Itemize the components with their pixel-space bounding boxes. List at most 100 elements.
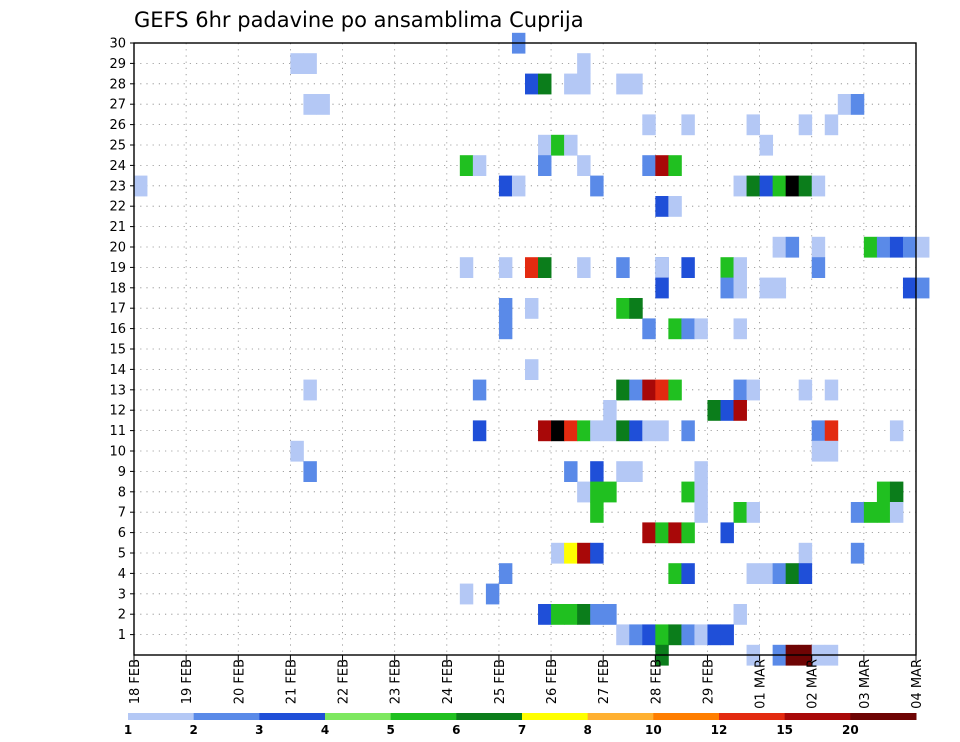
heatmap-cell xyxy=(290,440,304,462)
colorbar-swatch xyxy=(653,713,720,720)
heatmap-cell xyxy=(629,461,643,482)
heatmap-cell xyxy=(916,277,930,299)
heatmap-cell xyxy=(863,236,878,258)
heatmap-cell xyxy=(590,420,604,442)
colorbar-swatch xyxy=(522,713,589,720)
heatmap-cell xyxy=(655,522,669,544)
heatmap-cell xyxy=(720,257,734,278)
heatmap-cell xyxy=(538,604,552,625)
x-tick-label: 20 FEB xyxy=(232,659,247,704)
y-tick-label: 15 xyxy=(109,343,126,358)
heatmap-cell xyxy=(824,420,839,442)
heatmap-cell xyxy=(681,481,695,503)
y-tick-label: 10 xyxy=(109,445,126,460)
heatmap-cell xyxy=(577,73,591,95)
heatmap-cell xyxy=(916,236,930,258)
heatmap-cell xyxy=(642,522,656,544)
y-tick-label: 17 xyxy=(109,302,126,317)
y-tick-label: 16 xyxy=(109,322,126,337)
heatmap-cell xyxy=(577,155,591,176)
heatmap-cell xyxy=(811,236,826,258)
heatmap-cell xyxy=(629,420,643,442)
heatmap-cell xyxy=(733,318,747,340)
colorbar-swatch xyxy=(456,713,523,720)
heatmap-cell xyxy=(134,175,148,197)
heatmap-cell xyxy=(498,298,513,319)
heatmap-cell xyxy=(525,298,539,319)
y-tick-label: 12 xyxy=(109,404,126,419)
heatmap-cells xyxy=(134,32,930,666)
heatmap-cell xyxy=(642,420,656,442)
heatmap-cell xyxy=(707,624,721,646)
y-tick-label: 3 xyxy=(118,587,126,602)
heatmap-cell xyxy=(694,318,708,340)
heatmap-cell xyxy=(902,277,917,299)
y-tick-label: 8 xyxy=(118,485,126,500)
heatmap-cell xyxy=(733,257,747,278)
colorbar-label: 1 xyxy=(124,723,132,737)
heatmap-cell xyxy=(577,257,591,278)
colorbar-label: 8 xyxy=(583,723,591,737)
heatmap-cell xyxy=(616,73,630,95)
heatmap-cell xyxy=(498,563,513,584)
heatmap-cell xyxy=(616,420,630,442)
heatmap-cell xyxy=(603,604,617,625)
heatmap-cell xyxy=(538,73,552,95)
colorbar-label: 12 xyxy=(711,723,728,737)
colorbar-label: 5 xyxy=(386,723,394,737)
heatmap-cell xyxy=(642,318,656,340)
heatmap-cell xyxy=(590,481,604,503)
heatmap-cell xyxy=(798,563,813,584)
heatmap-cell xyxy=(772,175,787,197)
x-tick-label: 26 FEB xyxy=(545,659,560,704)
heatmap-cell xyxy=(811,257,826,278)
heatmap-cell xyxy=(538,420,552,442)
y-tick-label: 1 xyxy=(118,628,126,643)
heatmap-cell xyxy=(681,318,695,340)
heatmap-cell xyxy=(642,624,656,646)
heatmap-cell xyxy=(590,502,604,523)
heatmap-cell xyxy=(551,420,565,442)
heatmap-cell xyxy=(564,604,578,625)
heatmap-cell xyxy=(733,277,747,299)
heatmap-cell xyxy=(459,155,474,176)
heatmap-cell xyxy=(603,420,617,442)
heatmap-cell xyxy=(733,400,747,421)
heatmap-cell xyxy=(655,624,669,646)
colorbar-swatch xyxy=(719,713,786,720)
colorbar-label: 6 xyxy=(452,723,460,737)
heatmap-cell xyxy=(525,359,539,380)
heatmap-cell xyxy=(681,522,695,544)
heatmap-cell xyxy=(746,175,760,197)
heatmap-cell xyxy=(798,175,813,197)
heatmap-cell xyxy=(616,624,630,646)
heatmap-cell xyxy=(850,542,865,564)
x-tick-label: 25 FEB xyxy=(493,659,508,704)
colorbar-label: 2 xyxy=(189,723,197,737)
x-tick-label: 18 FEB xyxy=(128,659,143,704)
heatmap-cell xyxy=(889,236,904,258)
heatmap-cell xyxy=(472,379,487,401)
heatmap-cell xyxy=(511,175,526,197)
heatmap-cell xyxy=(616,379,630,401)
heatmap-cell xyxy=(629,298,643,319)
y-tick-label: 13 xyxy=(109,383,126,398)
heatmap-cell xyxy=(564,420,578,442)
heatmap-cell xyxy=(629,73,643,95)
heatmap-cell xyxy=(616,298,630,319)
heatmap-cell xyxy=(577,420,591,442)
y-tick-label: 11 xyxy=(109,424,126,439)
y-tick-label: 27 xyxy=(109,98,126,113)
heatmap-cell xyxy=(889,481,904,503)
heatmap-cell xyxy=(642,379,656,401)
colorbar-label: 7 xyxy=(518,723,526,737)
x-tick-label: 01 MAR xyxy=(754,659,769,709)
heatmap-cell xyxy=(720,277,734,299)
heatmap-cell xyxy=(472,420,487,442)
y-tick-label: 19 xyxy=(109,261,126,276)
heatmap-cell xyxy=(785,563,800,584)
x-tick-label: 04 MAR xyxy=(910,659,925,709)
heatmap-cell xyxy=(694,461,708,482)
heatmap-cell xyxy=(772,236,787,258)
heatmap-cell xyxy=(316,94,330,115)
